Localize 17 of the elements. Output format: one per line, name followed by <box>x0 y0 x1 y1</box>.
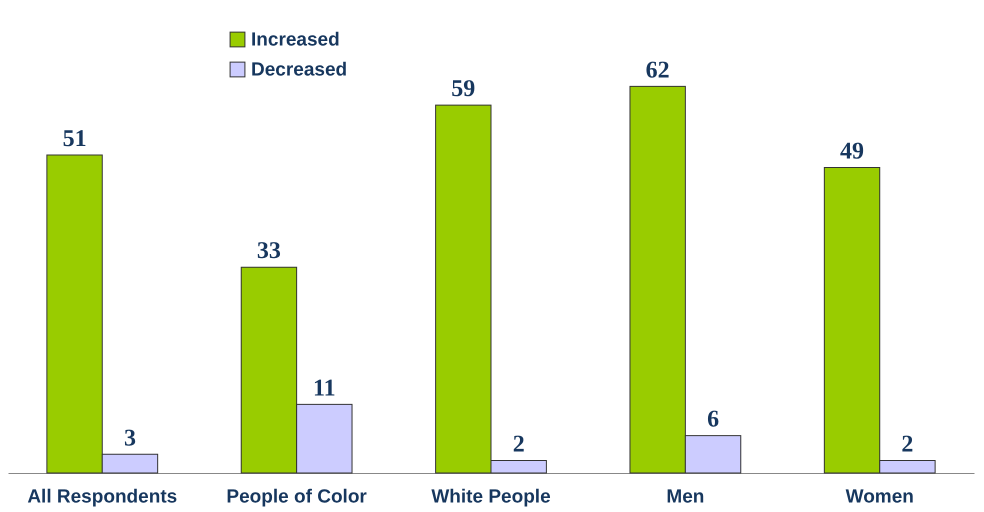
data-label: 2 <box>901 432 914 458</box>
data-label: 59 <box>451 76 476 102</box>
x-tick-label: People of Color <box>226 486 368 508</box>
x-tick-label: White People <box>431 486 551 508</box>
data-label: 6 <box>707 406 720 433</box>
data-label: 62 <box>646 57 670 84</box>
x-tick-label: Women <box>846 486 914 508</box>
x-tick-label: Men <box>666 486 704 508</box>
data-label: 3 <box>124 425 136 452</box>
x-tick-label: All Respondents <box>27 486 178 508</box>
data-label: 49 <box>840 138 864 164</box>
data-label: 2 <box>512 432 525 458</box>
legend-label: Increased <box>251 30 340 50</box>
data-label: 33 <box>256 238 281 264</box>
data-label: 51 <box>62 126 87 152</box>
legend-label: Decreased <box>251 60 348 80</box>
data-label: 11 <box>312 375 336 402</box>
